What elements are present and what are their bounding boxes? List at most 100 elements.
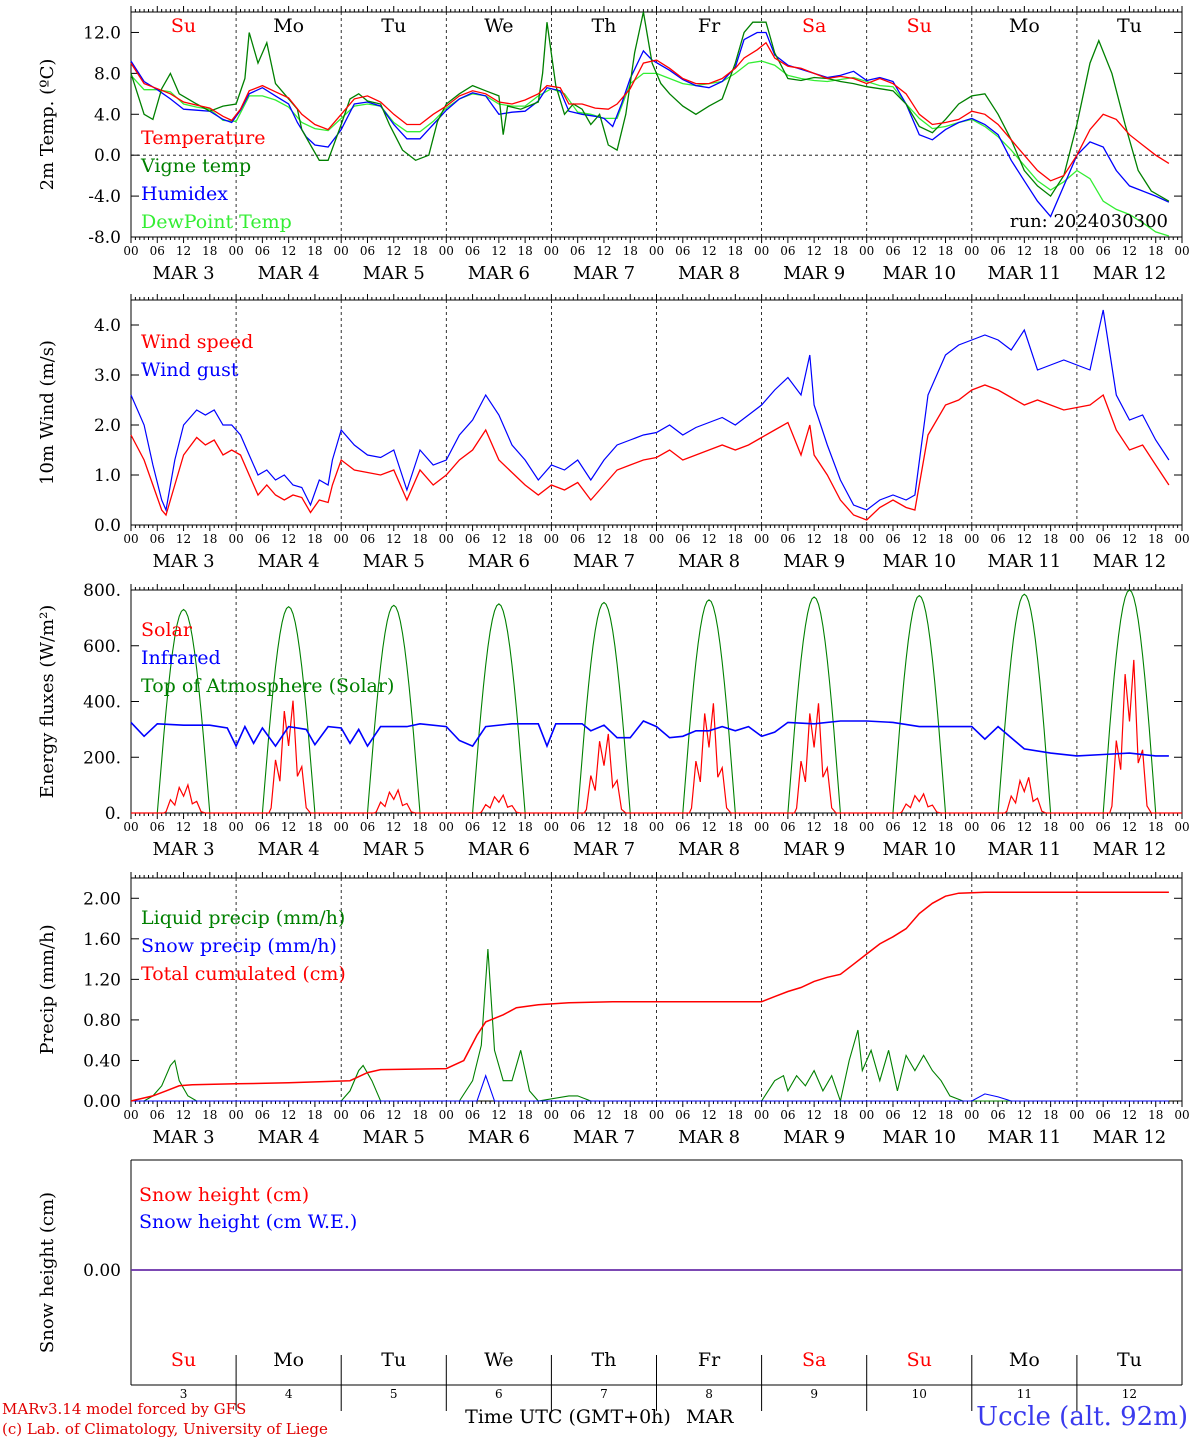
x-date-label: MAR 3 bbox=[152, 1127, 214, 1148]
x-tick-label: 06 bbox=[675, 244, 690, 258]
x-date-label: MAR 11 bbox=[988, 263, 1062, 284]
x-tick-label: 12 bbox=[596, 532, 611, 546]
x-tick-label: 06 bbox=[150, 532, 165, 546]
x-tick-label: 00 bbox=[754, 1108, 769, 1122]
x-tick-label: 18 bbox=[833, 1108, 848, 1122]
x-tick-label: 18 bbox=[623, 820, 638, 834]
weekday-label: Sa bbox=[802, 15, 826, 37]
x-tick-label: 12 bbox=[596, 244, 611, 258]
y-axis-label: Snow height (cm) bbox=[37, 1192, 58, 1353]
x-tick-label: 18 bbox=[728, 1108, 743, 1122]
x-tick-label: 00 bbox=[1174, 820, 1189, 834]
x-tick-label: 18 bbox=[1148, 244, 1163, 258]
x-month-label: MAR bbox=[686, 1406, 734, 1428]
x-date-label: MAR 6 bbox=[468, 551, 530, 572]
x-tick-label: 12 bbox=[386, 1108, 401, 1122]
x-tick-label: 12 bbox=[912, 820, 927, 834]
x-tick-label: 00 bbox=[859, 532, 874, 546]
day-number-label: 7 bbox=[600, 1387, 608, 1401]
x-tick-label: 18 bbox=[517, 1108, 532, 1122]
station-name: Uccle (alt. 92m) bbox=[976, 1402, 1188, 1432]
x-date-label: MAR 9 bbox=[783, 551, 845, 572]
x-tick-label: 12 bbox=[491, 820, 506, 834]
legend-entry: Snow precip (mm/h) bbox=[141, 935, 337, 957]
y-axis-label: Precip (mm/h) bbox=[37, 924, 58, 1054]
x-tick-label: 06 bbox=[1096, 820, 1111, 834]
y-tick-label: 0.0 bbox=[94, 516, 121, 536]
x-tick-label: 00 bbox=[859, 820, 874, 834]
run-label: run: 2024030300 bbox=[1010, 211, 1168, 232]
legend-entry: Liquid precip (mm/h) bbox=[141, 907, 345, 929]
x-tick-label: 18 bbox=[412, 532, 427, 546]
x-tick-label: 12 bbox=[1017, 820, 1032, 834]
x-tick-label: 18 bbox=[202, 1108, 217, 1122]
x-tick-label: 06 bbox=[780, 820, 795, 834]
y-tick-label: -4.0 bbox=[88, 187, 121, 207]
panel-frame bbox=[130, 11, 1183, 238]
x-tick-label: 06 bbox=[675, 820, 690, 834]
x-tick-label: 12 bbox=[1122, 244, 1137, 258]
x-tick-label: 18 bbox=[1148, 532, 1163, 546]
x-tick-label: 18 bbox=[202, 532, 217, 546]
series-line bbox=[130, 384, 1170, 521]
series-line bbox=[130, 41, 1170, 182]
x-tick-label: 00 bbox=[123, 532, 138, 546]
weekday-label: Mo bbox=[273, 1349, 304, 1371]
x-date-label: MAR 12 bbox=[1093, 1127, 1167, 1148]
x-tick-label: 06 bbox=[255, 820, 270, 834]
x-tick-label: 00 bbox=[859, 244, 874, 258]
legend-entry: Vigne temp bbox=[140, 155, 251, 177]
y-tick-label: 1.20 bbox=[83, 970, 121, 990]
x-tick-label: 06 bbox=[465, 820, 480, 834]
legend-entry: Infrared bbox=[141, 647, 221, 669]
y-tick-label: 8.0 bbox=[94, 64, 121, 84]
weekday-label: Mo bbox=[1009, 15, 1040, 37]
x-tick-label: 06 bbox=[570, 532, 585, 546]
x-tick-label: 06 bbox=[990, 532, 1005, 546]
x-tick-label: 18 bbox=[307, 244, 322, 258]
x-tick-label: 00 bbox=[123, 1108, 138, 1122]
x-tick-label: 06 bbox=[675, 532, 690, 546]
day-number-label: 5 bbox=[390, 1387, 398, 1401]
day-number-label: 11 bbox=[1017, 1387, 1032, 1401]
x-tick-label: 18 bbox=[202, 820, 217, 834]
x-date-label: MAR 9 bbox=[783, 839, 845, 860]
y-axis-label: Energy fluxes (W/m²) bbox=[37, 605, 58, 799]
x-tick-label: 12 bbox=[912, 244, 927, 258]
x-tick-label: 18 bbox=[938, 532, 953, 546]
x-tick-label: 00 bbox=[1174, 532, 1189, 546]
x-tick-label: 00 bbox=[544, 1108, 559, 1122]
x-tick-label: 00 bbox=[544, 244, 559, 258]
x-tick-label: 06 bbox=[885, 1108, 900, 1122]
x-tick-label: 12 bbox=[807, 244, 822, 258]
x-tick-label: 12 bbox=[176, 244, 191, 258]
x-date-label: MAR 8 bbox=[678, 1127, 740, 1148]
x-date-label: MAR 7 bbox=[573, 1127, 635, 1148]
day-number-label: 9 bbox=[810, 1387, 818, 1401]
x-tick-label: 06 bbox=[1096, 1108, 1111, 1122]
y-tick-label: 1.0 bbox=[94, 466, 121, 486]
y-tick-label: 0.00 bbox=[83, 1261, 121, 1281]
x-tick-label: 18 bbox=[307, 820, 322, 834]
x-tick-label: 06 bbox=[780, 244, 795, 258]
y-tick-label: 0.80 bbox=[83, 1011, 121, 1031]
x-tick-label: 18 bbox=[307, 532, 322, 546]
x-date-label: MAR 5 bbox=[363, 551, 425, 572]
x-tick-label: 00 bbox=[439, 820, 454, 834]
x-date-label: MAR 11 bbox=[988, 1127, 1062, 1148]
x-date-label: MAR 10 bbox=[882, 839, 956, 860]
x-tick-label: 06 bbox=[150, 820, 165, 834]
x-tick-label: 18 bbox=[623, 244, 638, 258]
series-line bbox=[131, 659, 1182, 814]
x-tick-label: 18 bbox=[1148, 820, 1163, 834]
x-tick-label: 06 bbox=[465, 532, 480, 546]
weekday-label: We bbox=[484, 1349, 513, 1371]
x-tick-label: 06 bbox=[360, 244, 375, 258]
legend-entry: Solar bbox=[141, 619, 193, 641]
x-tick-label: 06 bbox=[255, 1108, 270, 1122]
weekday-label: Mo bbox=[1009, 1349, 1040, 1371]
x-tick-label: 00 bbox=[334, 820, 349, 834]
x-tick-label: 18 bbox=[833, 820, 848, 834]
x-tick-label: 00 bbox=[228, 244, 243, 258]
